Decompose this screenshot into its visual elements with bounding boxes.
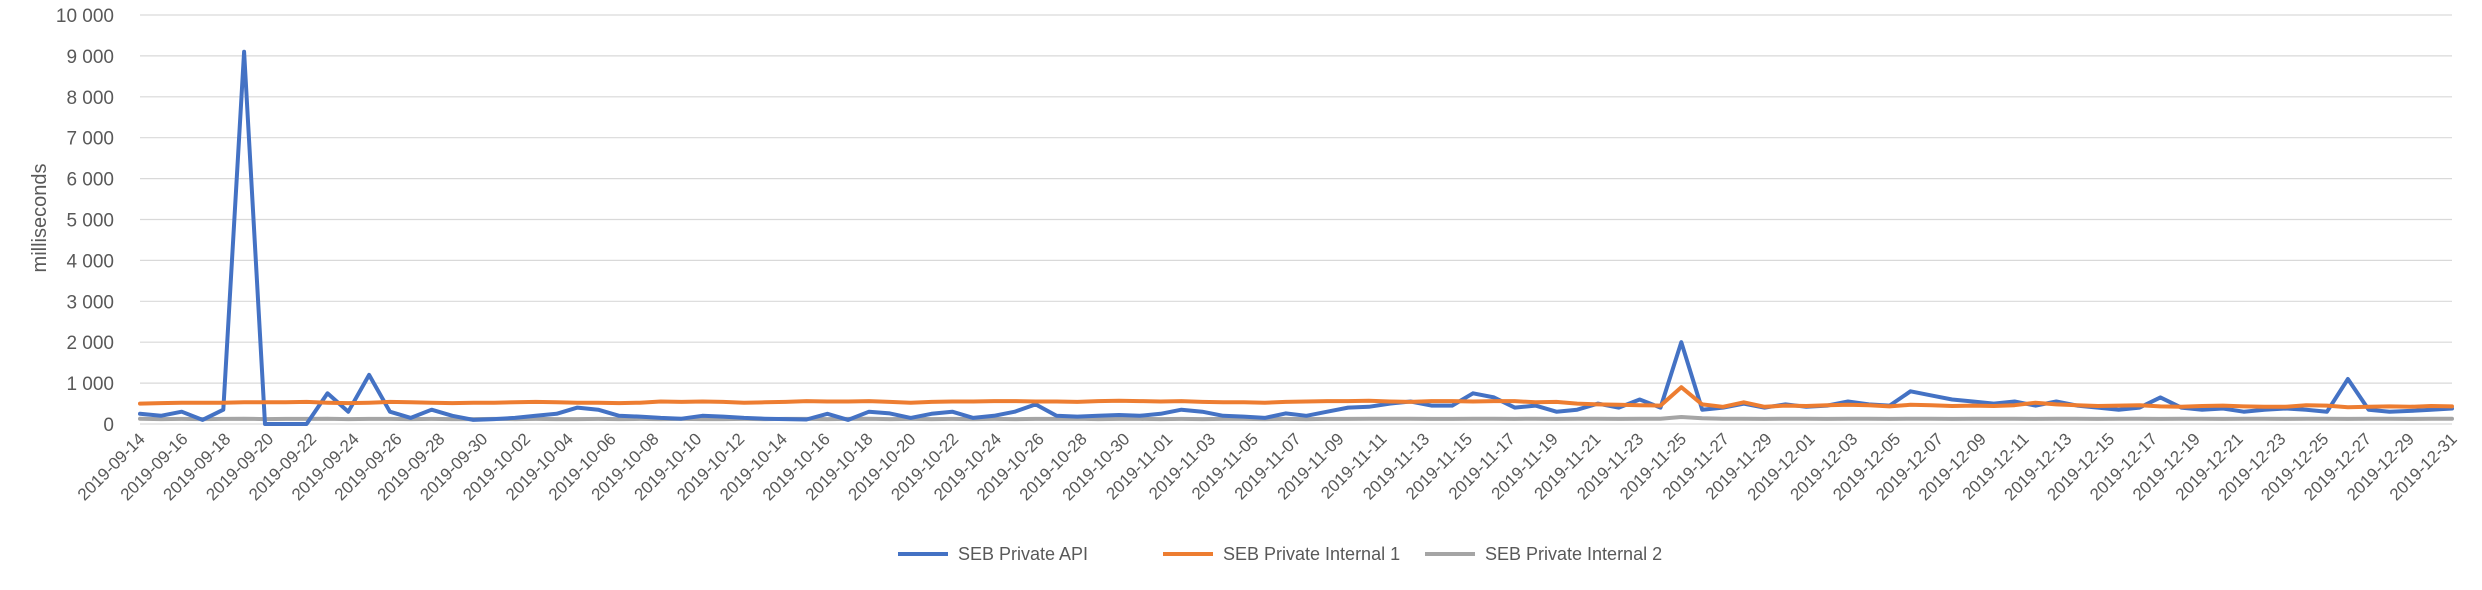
legend-label: SEB Private Internal 1 [1223,544,1400,564]
series-line-seb-private-api [140,52,2452,424]
legend-label: SEB Private Internal 2 [1485,544,1662,564]
y-tick-label: 0 [103,415,114,436]
y-tick-label: 10 000 [56,6,114,27]
y-axis-label: milliseconds [29,164,51,273]
y-tick-label: 4 000 [66,251,114,272]
x-axis: 2019-09-142019-09-162019-09-182019-09-20… [74,429,2461,504]
y-tick-label: 1 000 [66,374,114,395]
legend-label: SEB Private API [958,544,1088,564]
legend-item: SEB Private Internal 2 [1425,544,1662,564]
y-tick-label: 5 000 [66,211,114,232]
legend-item: SEB Private API [898,544,1088,564]
y-axis: 0 1 000 2 000 3 000 4 000 5 000 6 000 7 000 8 00… [56,6,114,436]
y-tick-label: 2 000 [66,333,114,354]
y-tick-label: 7 000 [66,129,114,150]
legend-item: SEB Private Internal 1 [1163,544,1400,564]
legend: SEB Private API SEB Private Internal 1 SEB… [898,544,1662,564]
grid-layer [140,15,2452,424]
series-line-seb-private-internal-1 [140,387,2452,407]
y-tick-label: 6 000 [66,170,114,191]
y-tick-label: 9 000 [66,47,114,68]
y-tick-label: 8 000 [66,88,114,109]
y-tick-label: 3 000 [66,292,114,313]
series-layer [140,52,2452,424]
